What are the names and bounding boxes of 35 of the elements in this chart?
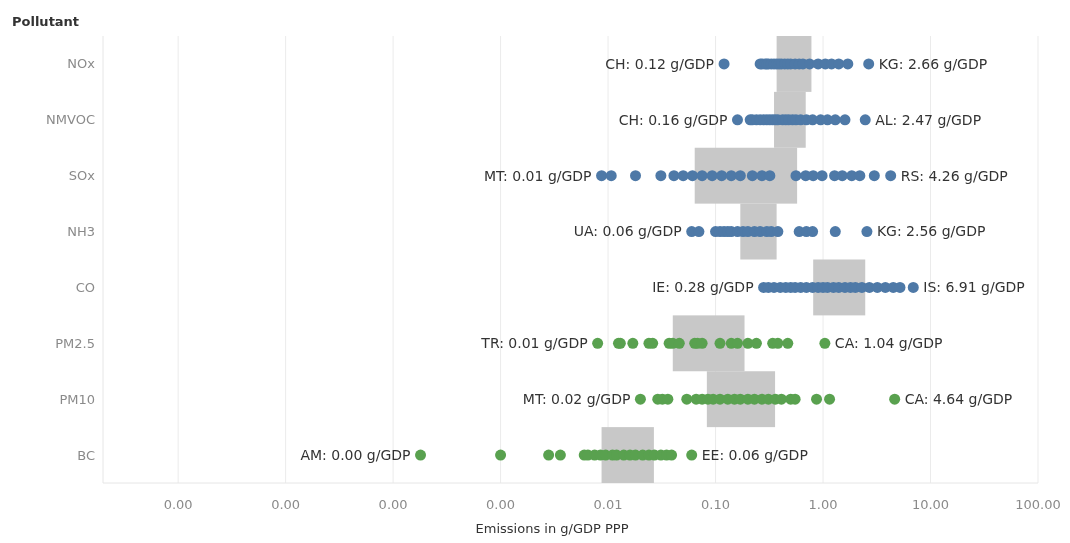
y-tick-label: BC — [77, 447, 95, 463]
x-tick-label: 0.00 — [378, 497, 408, 512]
annotation: KG: 2.56 g/GDP — [876, 223, 986, 240]
y-tick-label: NH3 — [67, 224, 95, 240]
x-tick-label: 0.01 — [593, 497, 623, 512]
annotation: MT: 0.01 g/GDP — [484, 167, 592, 184]
x-tick-label: 0.00 — [271, 497, 301, 512]
y-axis-title: Pollutant — [12, 14, 80, 29]
y-tick-label: SOx — [68, 168, 96, 184]
annotation: CA: 1.04 g/GDP — [834, 335, 943, 352]
annotation: TR: 0.01 g/GDP — [480, 335, 588, 352]
y-tick-label: NMVOC — [46, 112, 95, 128]
annotation: IE: 0.28 g/GDP — [652, 279, 754, 296]
x-tick-label: 100.00 — [1015, 497, 1061, 512]
annotation: RS: 4.26 g/GDP — [900, 167, 1008, 184]
annotation: CA: 4.64 g/GDP — [904, 391, 1013, 408]
annotation: EE: 0.06 g/GDP — [701, 446, 808, 463]
y-tick-label: CO — [75, 279, 95, 295]
y-tick-label: NOx — [67, 56, 96, 72]
x-tick-label: 0.00 — [163, 497, 193, 512]
annotation: AL: 2.47 g/GDP — [875, 111, 982, 128]
annotation: CH: 0.12 g/GDP — [605, 55, 715, 72]
y-tick-label: PM10 — [59, 391, 95, 407]
annotation: AM: 0.00 g/GDP — [300, 446, 411, 463]
y-tick-label: PM2.5 — [55, 335, 95, 351]
x-tick-label: 10.00 — [911, 497, 950, 512]
x-axis-title: Emissions in g/GDP PPP — [475, 521, 629, 536]
annotation: IS: 6.91 g/GDP — [923, 279, 1025, 296]
annotation: CH: 0.16 g/GDP — [618, 111, 728, 128]
x-tick-label: 0.00 — [486, 497, 516, 512]
annotation: MT: 0.02 g/GDP — [522, 391, 631, 408]
x-tick-label: 0.10 — [701, 497, 731, 512]
annotation: KG: 2.66 g/GDP — [878, 55, 988, 72]
annotation: UA: 0.06 g/GDP — [573, 223, 682, 240]
x-tick-label: 1.00 — [808, 497, 838, 512]
